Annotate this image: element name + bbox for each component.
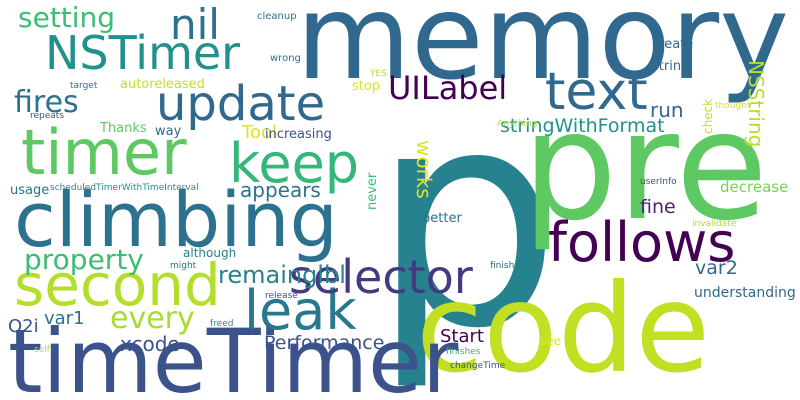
word: autoreleased bbox=[120, 77, 205, 92]
word: see bbox=[540, 334, 562, 348]
word: might bbox=[170, 261, 197, 271]
word: nil bbox=[170, 0, 220, 49]
word: works bbox=[412, 140, 436, 199]
word: every bbox=[110, 301, 195, 336]
word: increasing bbox=[265, 127, 332, 142]
word: freed bbox=[210, 319, 234, 329]
word: var2 bbox=[695, 257, 738, 279]
word: thought bbox=[715, 101, 751, 111]
word: remainglbl bbox=[218, 261, 346, 289]
word: keep bbox=[229, 132, 360, 195]
word: timer bbox=[21, 116, 187, 189]
word: second bbox=[14, 251, 221, 319]
word: stringWithFormat bbox=[500, 115, 665, 137]
word: follows bbox=[548, 211, 736, 274]
word: pre bbox=[522, 80, 768, 254]
word: better bbox=[422, 211, 462, 226]
word: string bbox=[652, 59, 690, 74]
word: release bbox=[265, 291, 298, 301]
word: Tool bbox=[242, 122, 277, 143]
word: climbing bbox=[14, 175, 338, 264]
word: create bbox=[652, 37, 694, 52]
word: although bbox=[183, 246, 237, 260]
word: fine bbox=[640, 196, 676, 218]
word: cleanup bbox=[257, 11, 297, 22]
word: changeTime bbox=[450, 361, 506, 371]
word: UILabel bbox=[388, 69, 508, 107]
word: target bbox=[70, 81, 98, 91]
word: stop bbox=[352, 79, 381, 94]
word: var1 bbox=[44, 308, 85, 329]
word: selector bbox=[289, 250, 473, 304]
word: Start bbox=[440, 326, 484, 347]
word: leak bbox=[244, 279, 357, 342]
word: finishes bbox=[446, 347, 481, 357]
word: run bbox=[650, 98, 684, 122]
word: update bbox=[156, 76, 326, 132]
word: code bbox=[416, 258, 711, 400]
word: wrong bbox=[270, 53, 301, 64]
word: fires bbox=[14, 85, 79, 120]
word: never bbox=[365, 172, 380, 210]
word: p bbox=[371, 45, 562, 394]
word: Thanks bbox=[100, 121, 147, 136]
word: timeTimer bbox=[8, 310, 459, 400]
word: property bbox=[24, 243, 144, 276]
word: text bbox=[545, 62, 648, 122]
word: decrease bbox=[720, 178, 789, 196]
word: way bbox=[155, 124, 182, 139]
word: usage bbox=[10, 183, 50, 198]
word: Performance bbox=[264, 332, 385, 354]
word: setting bbox=[18, 1, 116, 34]
word: repeats bbox=[30, 111, 65, 121]
word: xcode bbox=[120, 332, 180, 356]
word: Anything bbox=[497, 119, 538, 129]
word: userInfo bbox=[640, 177, 677, 187]
word: O2i bbox=[8, 316, 39, 337]
word: understanding bbox=[694, 285, 796, 301]
word: self bbox=[34, 345, 50, 355]
word: invalidate bbox=[692, 219, 737, 229]
word: finish bbox=[490, 261, 515, 271]
word: YES bbox=[370, 69, 387, 79]
word: memory bbox=[296, 0, 790, 106]
word: scheduledTimerWithTimeInterval bbox=[50, 183, 199, 193]
word: appears bbox=[240, 178, 321, 202]
word: check bbox=[701, 98, 715, 134]
word: NSTimer bbox=[45, 26, 241, 80]
